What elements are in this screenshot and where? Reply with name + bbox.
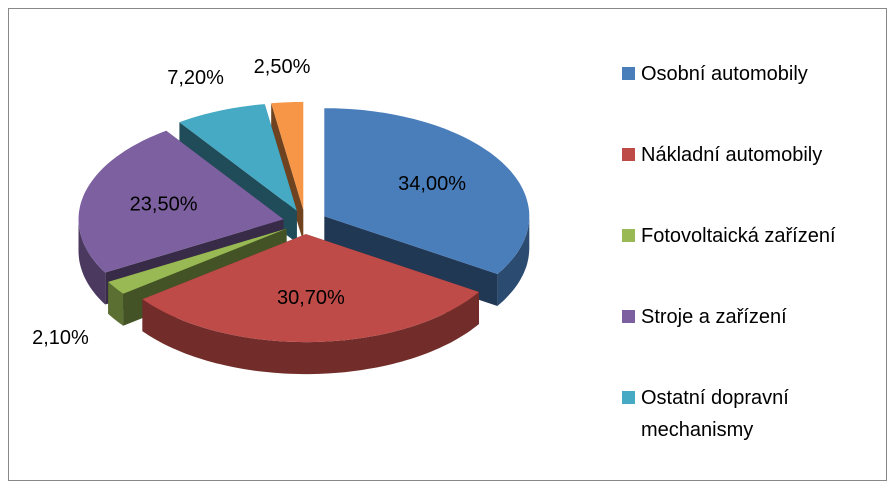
legend-label: Nákladní automobily [641,144,823,166]
legend-swatch [622,229,635,242]
slice-wall [108,281,124,326]
legend-item: Fotovoltaická zařízení [622,220,884,301]
legend-item: Osobní automobily [622,58,884,139]
slice-side [324,216,498,306]
legend-swatch [622,148,635,161]
legend-item: Nákladní automobily [622,139,884,220]
slice [108,228,287,294]
legend: Osobní automobily Nákladní automobily Foto… [622,58,884,463]
slice-wall [497,216,530,306]
slice [271,101,304,210]
data-label: 30,70% [277,287,345,309]
legend-label: Fotovoltaická zařízení [641,225,836,247]
slice-side [108,228,287,314]
slice-wall [78,219,106,305]
legend-item: Ostatní dopravní mechanismy [622,382,884,463]
legend-swatch [622,310,635,323]
legend-label: Stroje a zařízení [641,306,787,328]
slice-wall [142,292,479,375]
legend-swatch [622,67,635,80]
legend-label: Osobní automobily [641,63,808,85]
slice [179,104,297,211]
slice [324,108,530,274]
slice [78,130,284,273]
data-label: 7,20% [167,67,224,89]
data-label: 2,50% [254,56,311,78]
slice [142,234,479,343]
data-label: 2,10% [32,327,89,349]
data-label: 34,00% [398,173,466,195]
data-label: 23,50% [130,193,198,215]
legend-label: Ostatní dopravní mechanismy [641,387,789,441]
legend-swatch [622,391,635,404]
legend-item: Stroje a zařízení [622,301,884,382]
